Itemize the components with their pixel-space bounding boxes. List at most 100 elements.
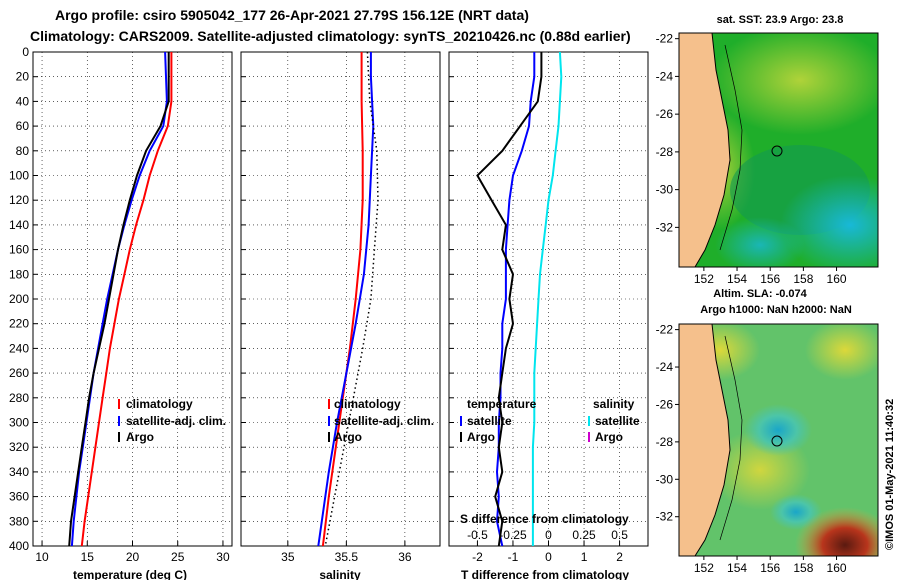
depth-tick-label: 200 — [9, 292, 29, 306]
x-tick-label: 35.5 — [335, 550, 359, 564]
difference-grid — [449, 51, 648, 547]
x-tick-label: -1 — [508, 550, 519, 564]
depth-tick-label: 320 — [9, 440, 29, 454]
map-lat-label: -24 — [656, 360, 674, 374]
depth-tick-label: 100 — [9, 169, 29, 183]
series-line-temperature-satellite — [495, 52, 536, 547]
legend-temp-satellite-label: satellite — [467, 414, 512, 428]
sst-argo-location-marker — [771, 145, 783, 157]
map-lon-label: 158 — [793, 272, 813, 286]
depth-tick-label: 40 — [16, 94, 30, 108]
x-tick-label: 0 — [545, 550, 552, 564]
map-lat-label: -26 — [656, 107, 674, 121]
map-lon-label: 154 — [727, 561, 747, 575]
map-lon-label: 156 — [760, 272, 780, 286]
sla-high-eddy — [795, 507, 878, 556]
x-tick-label: 20 — [126, 550, 140, 564]
depth-tick-label: 0 — [22, 45, 29, 59]
series-line-satellite-adj-clim- — [317, 52, 375, 547]
legend-climatology-label: climatology — [126, 397, 193, 411]
salinity-grid — [241, 51, 440, 547]
map-lat-label: -30 — [656, 183, 674, 197]
series-line-argo — [68, 52, 170, 547]
depth-tick-label: 120 — [9, 193, 29, 207]
series-line-salinity-satellite — [531, 51, 563, 546]
x-tick-label: 36 — [398, 550, 412, 564]
depth-tick-label: 340 — [9, 465, 29, 479]
legend-satellite-label: satellite-adj. clim. — [334, 414, 434, 428]
sst-map-title: sat. SST: 23.9 Argo: 23.8 — [717, 14, 844, 26]
legend-temp-argo-label: Argo — [467, 430, 495, 444]
x-tick-label: 2 — [616, 550, 623, 564]
series-line-climatology — [80, 52, 173, 547]
sla-map-title-2: Argo h1000: NaN h2000: NaN — [700, 304, 852, 316]
sst-land-australia — [679, 33, 730, 267]
map-lat-label: -24 — [656, 69, 674, 83]
difference-legend: temperature salinity satellite Argo sate… — [460, 397, 640, 444]
legend-satellite-label: satellite-adj. clim. — [126, 414, 226, 428]
map-lon-label: 160 — [827, 272, 847, 286]
salinity-x-ticks: 35 35.5 36 — [281, 550, 412, 564]
legend-sal-satellite-label: satellite — [595, 414, 640, 428]
depth-tick-label: 360 — [9, 490, 29, 504]
series-line-argo — [324, 51, 379, 547]
series-line-temperature-argo — [476, 52, 543, 547]
depth-tick-label: 380 — [9, 514, 29, 528]
legend-temperature-title: temperature — [467, 397, 537, 411]
depth-tick-label: 260 — [9, 366, 29, 380]
temperature-x-ticks: 10 15 20 25 30 — [35, 550, 230, 564]
depth-tick-label: 140 — [9, 218, 29, 232]
sla-map — [679, 324, 878, 556]
difference-panel: -2 -1 0 1 2 -0.5 -0.25 0 0.25 0.5 S difference f… — [448, 51, 649, 580]
salinity-plot-frame — [240, 51, 441, 547]
salinity-series — [317, 51, 379, 547]
sla-argo-location-marker — [771, 435, 783, 447]
difference-x-label: T difference from climatology — [461, 568, 629, 580]
map-lat-label: -26 — [656, 397, 674, 411]
series-line-climatology — [321, 52, 364, 547]
difference-plot-frame — [448, 51, 649, 547]
temperature-panel: 10 15 20 25 30 temperature (deg C) — [32, 51, 233, 580]
difference-series — [476, 51, 563, 547]
legend-argo-label: Argo — [334, 430, 362, 444]
x-tick-label: -2 — [472, 550, 483, 564]
sst-map-frame — [678, 32, 879, 268]
top-tick-label: 0.25 — [572, 528, 596, 542]
depth-tick-label: 180 — [9, 267, 29, 281]
temperature-series — [68, 51, 173, 547]
map-lat-label: -22 — [656, 32, 674, 46]
top-tick-label: 0 — [545, 528, 552, 542]
x-tick-label: 35 — [281, 550, 295, 564]
legend-sal-argo-label: Argo — [595, 430, 623, 444]
map-lat-label: -28 — [656, 145, 674, 159]
temperature-x-label: temperature (deg C) — [73, 568, 187, 580]
salinity-x-label: salinity — [319, 568, 361, 580]
sst-cool-patch-2 — [715, 217, 805, 267]
title-line-1: Argo profile: csiro 5905042_177 26-Apr-2… — [55, 7, 529, 23]
sla-low-eddy — [744, 404, 812, 456]
x-tick-label: 25 — [171, 550, 185, 564]
depth-tick-label: 220 — [9, 317, 29, 331]
map-lon-label: 156 — [760, 561, 780, 575]
salinity-legend: climatology satellite-adj. clim. Argo — [328, 397, 434, 444]
x-tick-label: 15 — [81, 550, 95, 564]
map-lon-label: 154 — [727, 272, 747, 286]
map-lat-label: -30 — [656, 472, 674, 486]
difference-top-ticks: -0.5 -0.25 0 0.25 0.5 — [467, 528, 628, 542]
x-tick-label: 1 — [581, 550, 588, 564]
sla-map-title-1: Altim. SLA: -0.074 — [713, 288, 807, 300]
depth-tick-label: 300 — [9, 416, 29, 430]
temperature-plot-frame — [32, 51, 233, 547]
difference-x-ticks: -2 -1 0 1 2 — [472, 550, 623, 564]
temperature-legend: climatology satellite-adj. clim. Argo — [118, 397, 226, 444]
sla-depth-contour — [719, 335, 743, 541]
map-lat-label: -22 — [656, 323, 674, 337]
depth-tick-label: 400 — [9, 539, 29, 553]
sst-map-axes: 152 154 156 158 160 -22 -24 -26 -28 -30 -32 — [656, 32, 847, 286]
difference-top-axis-label: S difference from climatology — [460, 512, 629, 526]
sst-map — [679, 33, 878, 267]
sla-yellow-patch-2 — [805, 324, 878, 380]
depth-tick-label: 20 — [16, 70, 30, 84]
salinity-panel: 35 35.5 36 salinity — [240, 51, 441, 580]
sla-coastline — [694, 324, 731, 556]
